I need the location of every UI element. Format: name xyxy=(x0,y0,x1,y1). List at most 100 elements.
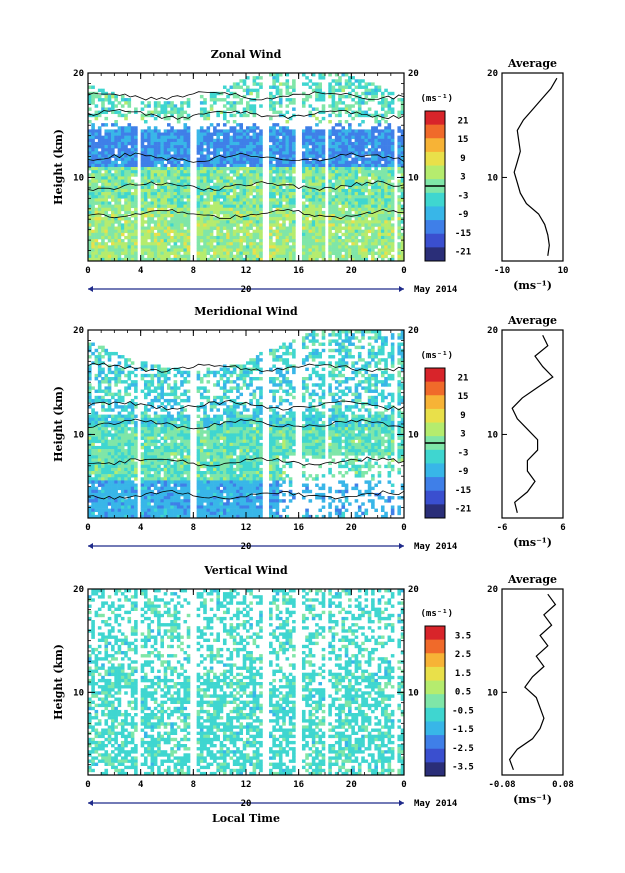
heatmap-cell xyxy=(305,248,309,252)
heatmap-cell xyxy=(384,223,388,227)
heatmap-cell xyxy=(318,176,323,180)
heatmap-cell xyxy=(292,232,296,237)
heatmap-cell xyxy=(157,154,161,158)
heatmap-cell xyxy=(124,173,128,177)
heatmap-cell xyxy=(127,185,132,190)
heatmap-cell xyxy=(390,232,395,237)
heatmap-cell xyxy=(341,160,346,165)
heatmap-cell xyxy=(246,248,250,252)
heatmap-cell xyxy=(348,82,352,86)
heatmap-cell xyxy=(288,188,293,193)
heatmap-cell xyxy=(91,496,95,500)
heatmap-cell xyxy=(124,480,128,484)
heatmap-cell xyxy=(104,452,109,456)
heatmap-cell xyxy=(397,148,402,152)
heatmap-cell xyxy=(334,257,339,262)
heatmap-cell xyxy=(301,242,306,246)
heatmap-cell xyxy=(229,145,234,149)
heatmap-cell xyxy=(88,223,92,227)
heatmap-cell xyxy=(127,514,132,519)
heatmap-cell xyxy=(130,204,135,209)
heatmap-cell xyxy=(147,417,151,422)
heatmap-cell xyxy=(117,361,122,365)
heatmap-cell xyxy=(94,229,99,234)
heatmap-cell xyxy=(101,217,105,221)
heatmap-cell xyxy=(134,383,138,387)
heatmap-cell xyxy=(104,449,109,453)
heatmap-cell xyxy=(222,104,227,108)
heatmap-cell xyxy=(124,141,128,146)
heatmap-cell xyxy=(351,148,355,152)
heatmap-cell xyxy=(246,145,250,149)
heatmap-cell xyxy=(229,210,234,215)
heatmap-cell xyxy=(117,195,122,199)
heatmap-cell xyxy=(331,79,336,83)
heatmap-cell xyxy=(150,110,155,115)
heatmap-cell xyxy=(275,232,280,237)
heatmap-cell xyxy=(348,248,352,252)
heatmap-cell xyxy=(328,120,332,124)
heatmap-cell xyxy=(361,151,365,155)
profile-x-tick-label: -10 xyxy=(494,266,510,276)
heatmap-cell xyxy=(91,154,95,158)
heatmap-cell xyxy=(288,207,293,212)
heatmap-cell xyxy=(278,129,283,133)
heatmap-cell xyxy=(367,195,372,199)
heatmap-cell xyxy=(117,235,122,240)
heatmap-cell xyxy=(354,195,359,199)
heatmap-cell xyxy=(239,160,244,165)
heatmap-cell xyxy=(143,496,148,500)
heatmap-cell xyxy=(282,145,286,149)
heatmap-cell xyxy=(153,427,158,431)
heatmap-cell xyxy=(111,214,115,218)
heatmap-cell xyxy=(124,214,128,218)
heatmap-cell xyxy=(226,154,230,158)
heatmap-cell xyxy=(357,201,362,205)
heatmap-cell xyxy=(91,157,95,162)
heatmap-cell xyxy=(321,242,326,246)
heatmap-cell xyxy=(285,129,290,133)
heatmap-cell xyxy=(252,113,257,118)
heatmap-cell xyxy=(361,192,365,196)
heatmap-cell xyxy=(167,223,171,227)
heatmap-cell xyxy=(173,179,178,183)
heatmap-cell xyxy=(338,207,342,212)
heatmap-cell xyxy=(124,113,128,118)
heatmap-cell xyxy=(374,141,378,146)
heatmap-cell xyxy=(252,232,257,237)
heatmap-cell xyxy=(176,129,181,133)
y-tick-label: 20 xyxy=(408,69,419,79)
heatmap-cell xyxy=(170,257,174,262)
heatmap-cell xyxy=(397,220,402,224)
heatmap-cell xyxy=(101,235,105,240)
heatmap-cell xyxy=(344,163,349,168)
heatmap-cell xyxy=(101,176,105,180)
heatmap-cell xyxy=(374,229,378,234)
heatmap-cell xyxy=(357,210,362,215)
heatmap-cell xyxy=(160,229,165,234)
heatmap-cell xyxy=(140,373,145,378)
heatmap-cell xyxy=(239,242,244,246)
heatmap-cell xyxy=(120,408,125,412)
heatmap-cell xyxy=(140,492,145,497)
heatmap-cell xyxy=(384,101,388,105)
heatmap-cell xyxy=(88,214,92,218)
heatmap-cell xyxy=(374,214,378,218)
heatmap-cell xyxy=(354,251,359,256)
heatmap-cell xyxy=(282,242,286,246)
heatmap-cell xyxy=(278,173,283,177)
heatmap-cell xyxy=(173,217,178,221)
heatmap-cell xyxy=(117,126,122,130)
heatmap-cell xyxy=(334,254,339,259)
heatmap-cell xyxy=(147,132,151,136)
heatmap-cell xyxy=(130,480,135,484)
heatmap-cell xyxy=(252,138,257,143)
heatmap-cell xyxy=(213,210,217,215)
heatmap-cell xyxy=(114,445,118,450)
heatmap-cell xyxy=(199,107,204,111)
x-tick-label: 4 xyxy=(138,266,144,276)
heatmap-cell xyxy=(209,229,214,234)
heatmap-cell xyxy=(311,82,316,86)
heatmap-cell xyxy=(127,104,132,108)
heatmap-cell xyxy=(206,116,211,121)
